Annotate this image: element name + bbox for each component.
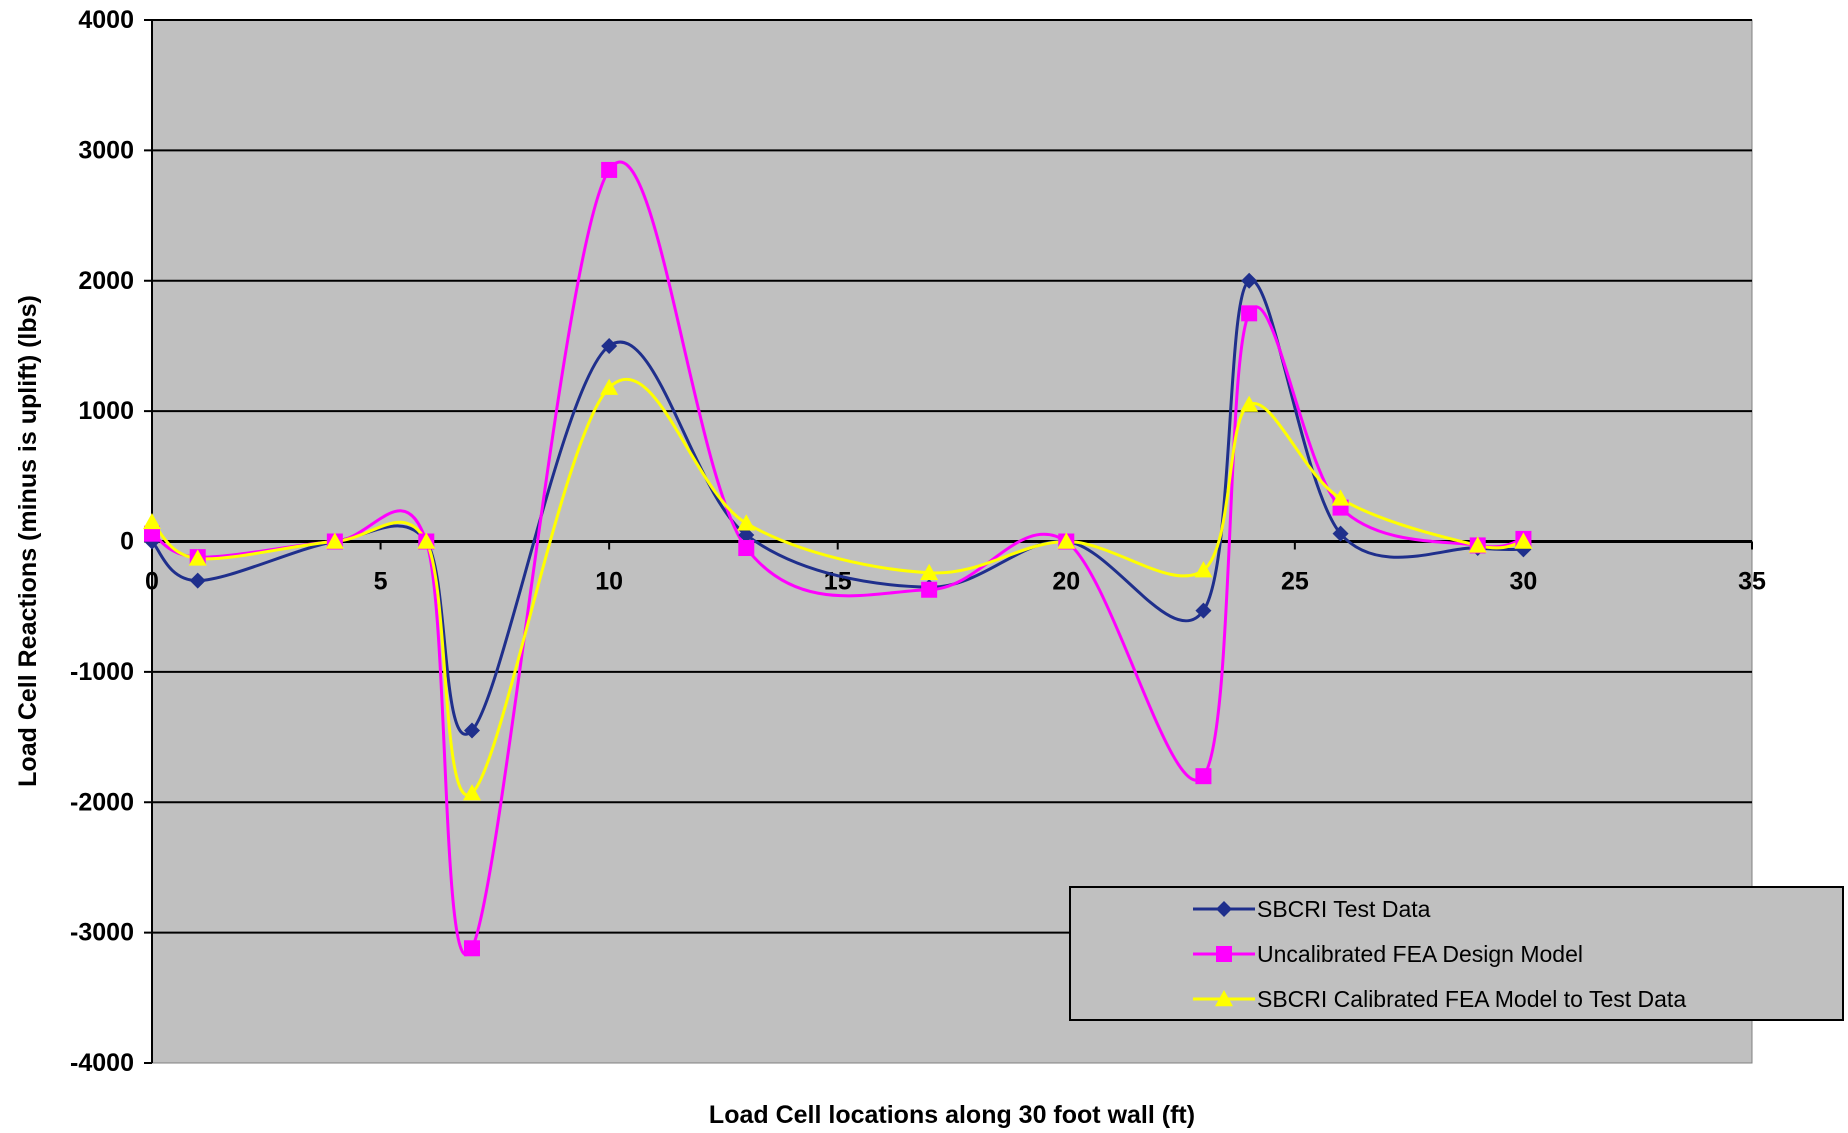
legend-swatch-marker — [1216, 901, 1232, 917]
series-markers — [143, 161, 1533, 957]
data-point-square — [1195, 768, 1212, 785]
data-point-diamond — [464, 722, 480, 739]
y-tick-label: 1000 — [78, 397, 134, 425]
data-point-triangle — [1240, 395, 1259, 412]
data-point-triangle — [1194, 561, 1213, 578]
data-point-triangle — [325, 532, 344, 549]
data-point-triangle — [1468, 536, 1487, 553]
y-tick-label: -4000 — [70, 1049, 134, 1077]
data-point-diamond — [1241, 272, 1258, 289]
x-tick-label: 30 — [1510, 568, 1538, 596]
legend-swatch-marker — [1215, 990, 1233, 1007]
data-point-triangle — [1514, 532, 1533, 549]
data-point-triangle — [143, 512, 161, 530]
data-point-triangle — [600, 378, 619, 395]
legend-label: SBCRI Calibrated FEA Model to Test Data — [1257, 986, 1686, 1012]
data-point-triangle — [188, 549, 207, 566]
data-point-triangle — [463, 784, 481, 801]
data-point-diamond — [1195, 602, 1212, 619]
y-tick-labels: 4000 3000 2000 1000 0 -1000 -2000 -3000 -4000 — [70, 6, 134, 1077]
y-tick-label: -3000 — [70, 919, 134, 947]
data-point-diamond — [738, 526, 755, 543]
legend-label: Uncalibrated FEA Design Model — [1257, 941, 1583, 967]
data-point-square — [921, 581, 938, 598]
x-tick-label: 25 — [1281, 568, 1309, 596]
data-point-diamond — [1332, 525, 1349, 542]
y-tick-label: 2000 — [78, 267, 134, 295]
x-axis-title: Load Cell locations along 30 foot wall (… — [709, 1101, 1195, 1129]
y-tick-label: -2000 — [70, 788, 134, 816]
legend: SBCRI Test Data Uncalibrated FEA Design M… — [1069, 886, 1844, 1021]
legend-items: SBCRI Test Data Uncalibrated FEA Design M… — [1193, 896, 1686, 1012]
data-point-triangle — [920, 563, 939, 580]
data-point-square — [601, 161, 618, 178]
y-tick-label: 0 — [120, 528, 134, 556]
x-tick-label: 10 — [595, 568, 623, 596]
data-point-triangle — [1331, 489, 1350, 506]
x-tick-label: 0 — [145, 568, 159, 596]
legend-label: SBCRI Test Data — [1257, 896, 1431, 922]
data-point-square — [738, 540, 755, 557]
x-tick-label: 5 — [374, 568, 388, 596]
data-point-square — [1241, 305, 1258, 322]
data-point-square — [144, 525, 160, 542]
y-tick-label: 4000 — [78, 6, 134, 34]
x-tick-label: 20 — [1052, 568, 1080, 596]
data-point-triangle — [417, 532, 436, 549]
legend-swatch-marker — [1216, 946, 1232, 962]
data-point-square — [464, 940, 480, 957]
y-tick-label: -1000 — [70, 658, 134, 686]
x-tick-label: 35 — [1738, 568, 1766, 596]
data-point-diamond — [601, 337, 618, 354]
data-point-triangle — [1057, 532, 1076, 549]
y-axis-title: Load Cell Reactions (minus is uplift) (l… — [14, 295, 42, 787]
data-point-triangle — [737, 514, 756, 531]
data-point-diamond — [189, 572, 206, 589]
y-tick-label: 3000 — [78, 136, 134, 164]
